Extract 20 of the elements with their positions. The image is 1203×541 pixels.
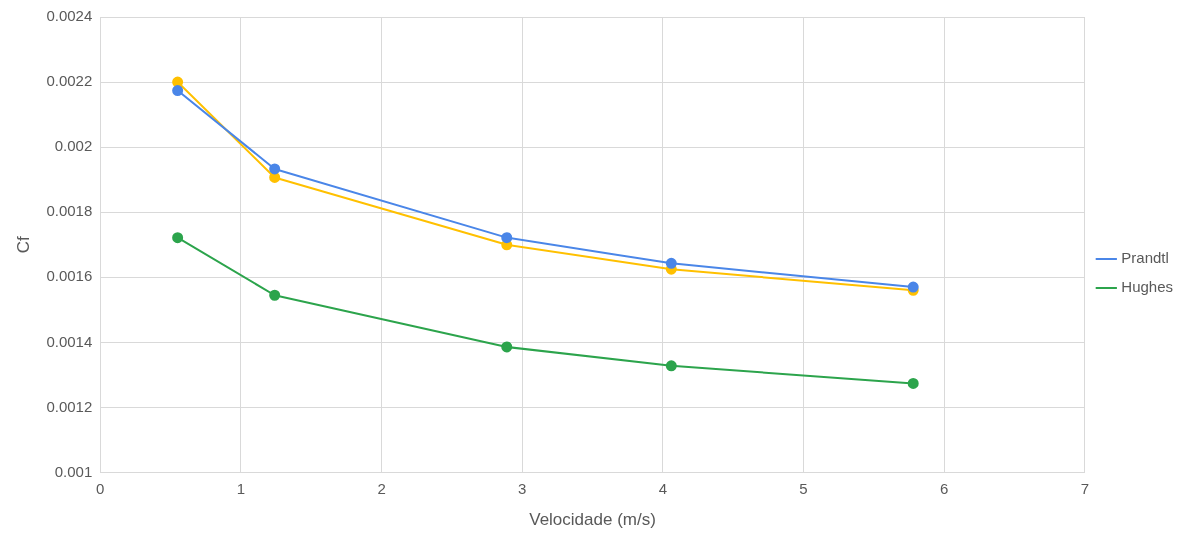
y-tick-label: 0.0014	[46, 332, 93, 350]
y-tick-label: 0.0012	[46, 397, 93, 415]
y-axis-title: Cf	[13, 236, 33, 254]
y-tick-label: 0.001	[54, 462, 93, 480]
x-tick-label: 4	[658, 479, 668, 497]
x-axis-title: Velocidade (m/s)	[529, 510, 656, 530]
y-tick-label: 0.0024	[46, 7, 93, 25]
y-tick-label: 0.002	[54, 137, 93, 155]
x-tick-label: 7	[1080, 479, 1089, 497]
x-tick-label: 3	[518, 479, 527, 497]
x-tick-label: 1	[236, 479, 246, 497]
x-tick-label: 2	[377, 479, 386, 497]
x-tick-label: 5	[799, 479, 808, 497]
x-tick-label: 0	[96, 479, 105, 497]
y-tick-label: 0.0016	[46, 267, 93, 285]
y-tick-label: 0.0022	[46, 72, 93, 90]
x-tick-label: 6	[939, 479, 949, 497]
legend-label: Prandtl	[1121, 249, 1169, 267]
legend-label: Hughes	[1121, 278, 1173, 296]
y-tick-label: 0.0018	[46, 202, 93, 220]
